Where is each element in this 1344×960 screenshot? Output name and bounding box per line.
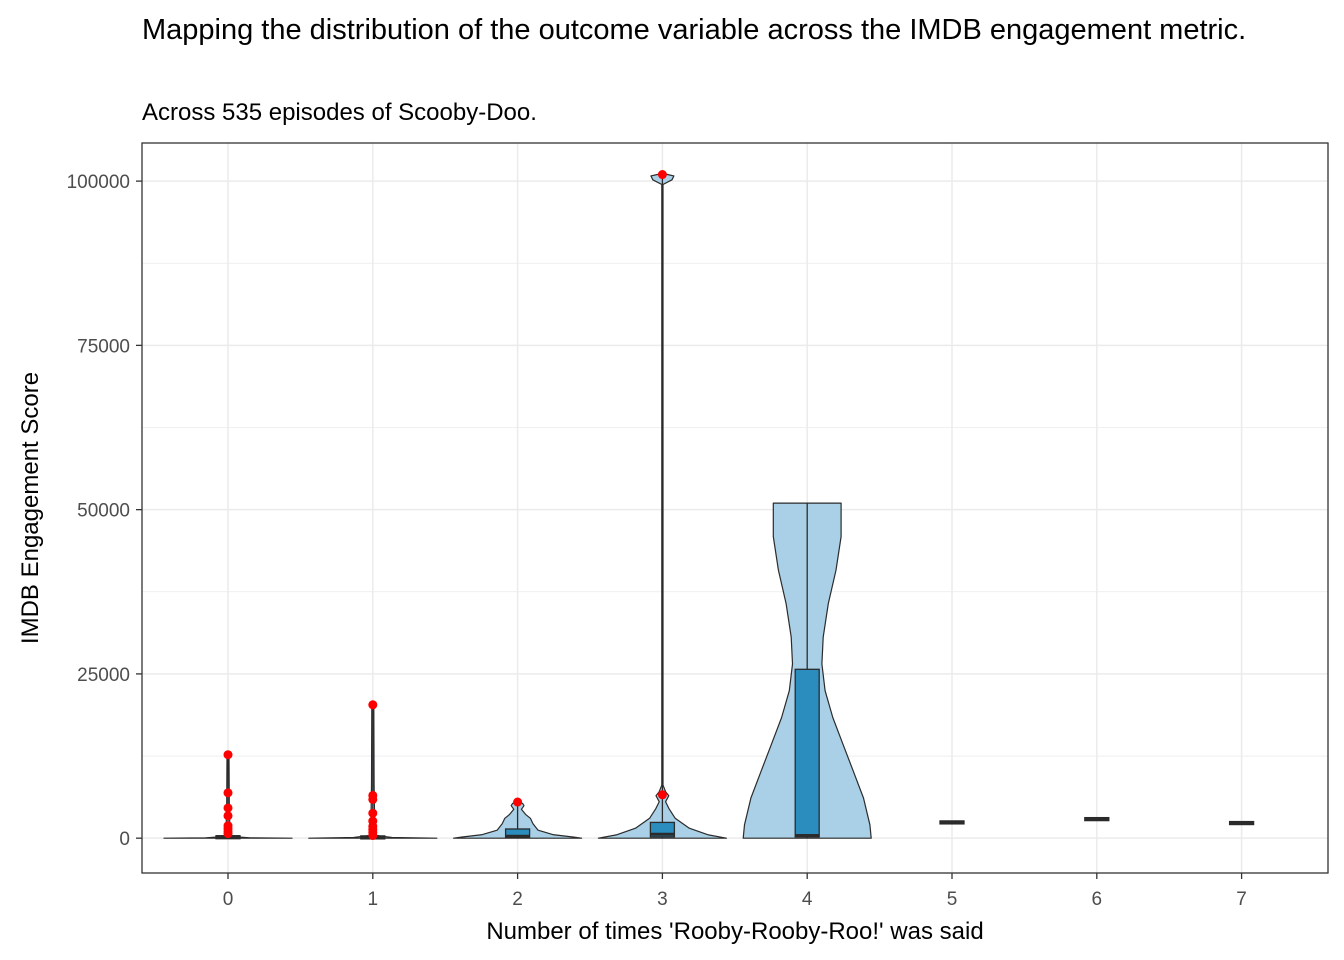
x-tick-label: 0: [223, 889, 234, 910]
x-tick-label: 5: [947, 889, 958, 910]
panel-border: [141, 142, 1329, 874]
x-tick-label: 6: [1092, 889, 1103, 910]
minor-gridlines: [142, 262, 1328, 757]
outlier-layer: [223, 170, 667, 841]
x-tick-label: 2: [512, 889, 523, 910]
outlier-point: [223, 750, 233, 760]
outlier-point: [657, 790, 667, 800]
y-axis: 0 25000 50000 75000 100000: [67, 172, 142, 850]
boxplot-layer: [215, 174, 1255, 840]
outlier-point: [513, 797, 523, 807]
x-tick-label: 7: [1236, 889, 1247, 910]
y-tick-label: 50000: [77, 501, 130, 522]
x-tick-label: 1: [368, 889, 379, 910]
outlier-point: [368, 790, 378, 800]
x-axis: 0 1 2 3 4 5 6 7: [223, 873, 1247, 910]
outlier-point: [223, 803, 233, 813]
x-tick-label: 4: [802, 889, 813, 910]
outlier-point: [657, 170, 667, 180]
box-4: [794, 668, 820, 838]
outlier-point: [368, 808, 378, 818]
y-tick-label: 75000: [77, 336, 130, 357]
chart-subtitle: Across 535 episodes of Scooby-Doo.: [142, 99, 537, 126]
y-tick-label: 100000: [67, 172, 130, 193]
x-axis-title: Number of times 'Rooby-Rooby-Roo!' was s…: [486, 918, 983, 945]
outlier-point: [368, 816, 378, 826]
x-tick-label: 3: [657, 889, 668, 910]
chart-title: Mapping the distribution of the outcome …: [142, 14, 1247, 46]
major-gridlines: [142, 143, 1328, 873]
y-tick-label: 0: [119, 829, 130, 850]
outlier-point: [223, 821, 233, 831]
outlier-point: [368, 700, 378, 710]
outlier-point: [223, 811, 233, 821]
outlier-point: [223, 788, 233, 798]
y-axis-title: IMDB Engagement Score: [17, 372, 44, 644]
y-tick-label: 25000: [77, 665, 130, 686]
